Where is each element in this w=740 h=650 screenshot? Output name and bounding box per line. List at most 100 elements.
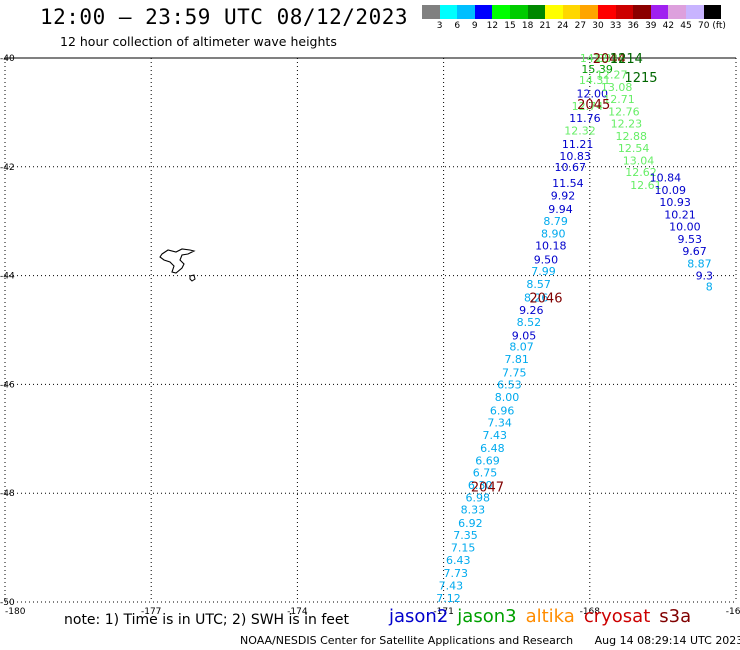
satellite-s3a: s3a: [659, 606, 692, 627]
wave-height-value: 8.52: [517, 316, 542, 329]
wave-height-value: 8.07: [509, 340, 534, 353]
lon-tick-label: -180: [5, 607, 26, 617]
wave-height-value: 14.31: [579, 74, 611, 87]
color-scale-label: 33: [609, 21, 622, 31]
color-scale-cell: [527, 5, 546, 19]
wave-height-value: 13.04: [623, 154, 655, 167]
wave-height-value: 13.08: [601, 81, 633, 94]
color-scale-label: 12: [486, 21, 499, 31]
pass-time-label: 1215: [624, 71, 657, 86]
lat-tick-label: -42: [0, 163, 15, 173]
wave-height-value: 6.75: [473, 467, 498, 480]
footer-note: note: 1) Time is in UTC; 2) SWH is in fe…: [64, 612, 350, 628]
wave-height-value: 14.83: [580, 52, 612, 65]
lat-tick-label: -44: [0, 272, 15, 282]
wave-height-value: 10.09: [654, 184, 686, 197]
wave-height-value: 12.23: [611, 117, 643, 130]
color-scale-label: 9: [471, 21, 478, 31]
wave-height-observations: 14.8315.3914.3112.0012.7411.7612.3211.21…: [436, 52, 713, 605]
satellite-legend: jason2 jason3 altika cryosat s3a: [389, 606, 700, 627]
pitt-island-outline: [189, 274, 196, 282]
color-scale-cell: [615, 5, 634, 19]
color-scale-label: 3: [436, 21, 443, 31]
color-scale-label: 27: [574, 21, 587, 31]
color-scale-cell: [668, 5, 686, 19]
wave-height-value: 8.33: [461, 504, 486, 517]
wave-height-value: 11.76: [569, 112, 601, 125]
satellite-jason3: jason3: [457, 606, 517, 627]
wave-height-value: 6.98: [465, 492, 490, 505]
satellite-cryosat: cryosat: [583, 606, 651, 627]
satellite-altika: altika: [525, 606, 575, 627]
color-scale-cell: [562, 5, 581, 19]
color-scale-label: 21: [539, 21, 551, 31]
color-scale-cell: [633, 5, 651, 19]
color-scale-cell: [422, 5, 440, 19]
wave-height-value: 10.00: [669, 221, 701, 234]
wave-height-value: 9.05: [512, 329, 537, 342]
wave-height-value: 6.96: [490, 405, 515, 418]
color-scale-cell: [457, 5, 475, 19]
wave-height-value: 7.43: [439, 580, 464, 593]
pass-time-label: 2044: [593, 52, 626, 67]
wave-height-value: 12.71: [603, 93, 635, 106]
color-scale-label: 30: [592, 21, 604, 31]
wave-height-value: 10.83: [559, 150, 591, 163]
wave-height-value: 7.34: [487, 416, 512, 429]
wave-height-value: 12.88: [615, 130, 647, 143]
wave-height-value: 7.12: [436, 592, 461, 605]
lon-tick-label: -168: [580, 607, 601, 617]
chatham-islands: [159, 248, 196, 282]
pass-time-label: 2047: [471, 481, 504, 496]
wave-height-value: 12.32: [564, 124, 596, 137]
color-scale-cell: [439, 5, 458, 19]
wave-height-value: 12.27: [596, 68, 628, 81]
wave-height-value: 6.43: [446, 554, 471, 567]
wave-height-value: 9.50: [534, 253, 559, 266]
wave-height-value: 12.74: [572, 100, 604, 113]
wave-height-value: 6.53: [497, 378, 522, 391]
color-scale-cell: [545, 5, 563, 19]
wave-height-value: 11.21: [562, 138, 594, 151]
wave-height-value: 8.57: [526, 278, 551, 291]
pass-time-label: 2046: [529, 291, 562, 306]
wave-height-value: 7.73: [444, 567, 469, 580]
wave-height-value: 6.92: [458, 517, 483, 530]
color-scale-label: 6: [454, 21, 461, 31]
satellite-jason2: jason2: [389, 606, 449, 627]
wave-height-value: 10.93: [659, 196, 691, 209]
page-title: 12:00 – 23:59 UTC 08/12/2023: [40, 5, 409, 29]
lon-tick-label: -165: [726, 607, 740, 617]
wave-height-value: 6.48: [480, 442, 505, 455]
color-scale-label: 36: [627, 21, 639, 31]
wave-height-value: 12.62: [625, 166, 657, 179]
lon-tick-label: -171: [433, 607, 453, 617]
footer-credit: NOAA/NESDIS Center for Satellite Applica…: [240, 634, 740, 647]
color-scale-cell: [492, 5, 510, 19]
wave-height-value: 7.35: [453, 529, 478, 542]
lon-tick-label: -174: [287, 607, 308, 617]
color-scale-label: 42: [662, 21, 675, 31]
pass-time-label: 2045: [577, 98, 610, 113]
credit-text: NOAA/NESDIS Center for Satellite Applica…: [240, 634, 574, 647]
generated-timestamp: Aug 14 08:29:14 UTC 2023: [594, 634, 740, 647]
color-scale-label: 24: [557, 21, 569, 31]
wave-height-value: 7.15: [451, 542, 476, 555]
color-scale-label: 15: [504, 21, 516, 31]
color-scale-label: 18: [521, 21, 534, 31]
wave-height-value: 15.39: [581, 63, 613, 76]
lat-tick-label: -46: [0, 380, 15, 390]
wave-height-value: 9.92: [551, 190, 576, 203]
wave-height-value: 8.26: [524, 291, 549, 304]
lon-tick-label: -177: [141, 607, 161, 617]
color-scale-label: 45: [680, 21, 692, 31]
wave-height-value: 10.67: [555, 161, 587, 174]
page-subtitle: 12 hour collection of altimeter wave hei…: [60, 34, 337, 49]
chatham-island-outline: [159, 248, 196, 274]
wave-height-value: 10.18: [535, 240, 567, 253]
wave-height-value: 9.94: [548, 203, 573, 216]
color-scale-label: 70 (ft): [698, 21, 726, 31]
wave-height-value: 8.79: [543, 215, 568, 228]
